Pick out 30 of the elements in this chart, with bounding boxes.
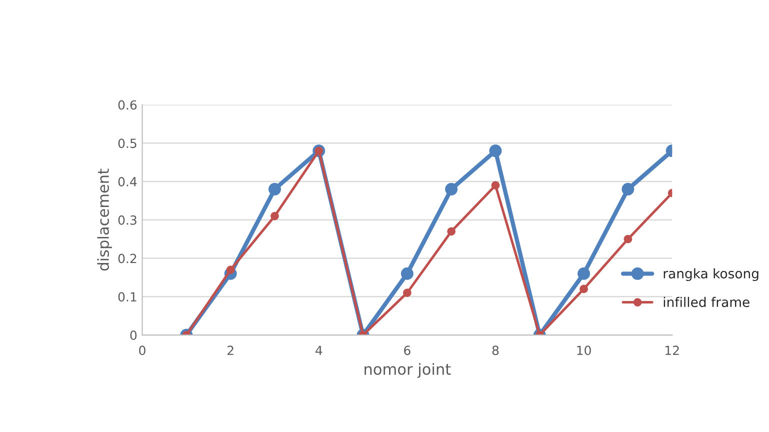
point bbox=[268, 182, 281, 196]
y-axis-title: displacement bbox=[97, 168, 112, 271]
y-tick-label: 0.6 bbox=[118, 100, 137, 110]
point bbox=[445, 182, 458, 196]
point bbox=[578, 267, 590, 280]
x-tick-label: 2 bbox=[228, 346, 234, 355]
x-tick-label: 6 bbox=[404, 346, 410, 356]
y-tick-label: 0.5 bbox=[118, 138, 136, 148]
x-tick-label: 4 bbox=[316, 346, 322, 355]
point bbox=[400, 267, 414, 280]
point bbox=[624, 234, 632, 244]
point bbox=[491, 181, 500, 190]
y-tick-label: 0.4 bbox=[118, 176, 137, 186]
x-tick-label: 8 bbox=[492, 346, 499, 356]
x-tick-label: 12 bbox=[666, 346, 679, 355]
y-tick-label: 0.1 bbox=[118, 292, 136, 302]
legend-label: rangka kosong bbox=[664, 268, 758, 282]
point bbox=[403, 288, 412, 297]
point bbox=[622, 182, 634, 196]
point bbox=[270, 212, 279, 220]
y-tick-label: 0.3 bbox=[118, 215, 136, 225]
x-tick-label: 0 bbox=[139, 346, 146, 356]
point bbox=[580, 284, 588, 294]
legend-label: infilled frame bbox=[664, 296, 750, 308]
point bbox=[489, 144, 502, 158]
point bbox=[447, 227, 456, 236]
y-tick-label: 0 bbox=[130, 330, 137, 340]
x-tick-label: 10 bbox=[577, 346, 591, 356]
x-axis-title: nomor joint bbox=[364, 363, 451, 378]
y-tick-label: 0.2 bbox=[118, 254, 136, 264]
